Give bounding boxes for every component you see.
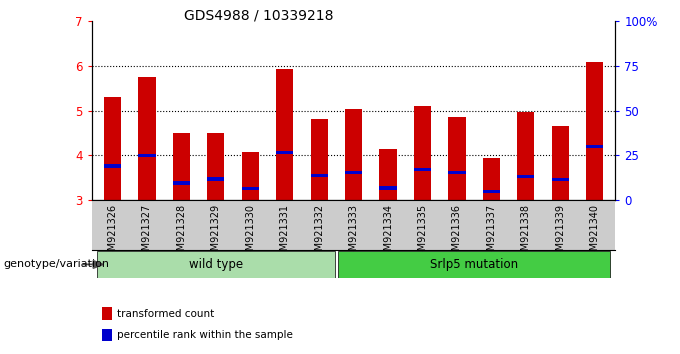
- Bar: [448, 171, 466, 174]
- Bar: [379, 186, 396, 189]
- Text: GSM921328: GSM921328: [176, 204, 186, 263]
- Bar: [102, 307, 112, 320]
- Bar: [173, 133, 190, 200]
- FancyArrow shape: [83, 261, 103, 268]
- Text: GSM921330: GSM921330: [245, 204, 255, 263]
- Bar: [241, 152, 259, 200]
- Bar: [448, 117, 466, 200]
- Text: GSM921327: GSM921327: [142, 204, 152, 263]
- Text: GSM921326: GSM921326: [107, 204, 118, 263]
- Bar: [173, 182, 190, 184]
- Bar: [586, 62, 603, 200]
- Bar: [276, 69, 293, 200]
- Bar: [551, 178, 569, 181]
- Bar: [345, 109, 362, 200]
- Bar: [338, 251, 610, 278]
- Bar: [241, 187, 259, 190]
- Bar: [414, 106, 431, 200]
- Bar: [207, 177, 224, 181]
- Text: GSM921337: GSM921337: [486, 204, 496, 263]
- Bar: [586, 145, 603, 148]
- Bar: [345, 171, 362, 174]
- Text: genotype/variation: genotype/variation: [3, 259, 109, 269]
- Text: GSM921340: GSM921340: [590, 204, 600, 263]
- Text: GSM921336: GSM921336: [452, 204, 462, 263]
- Bar: [311, 174, 328, 177]
- Bar: [414, 168, 431, 171]
- Bar: [517, 112, 534, 200]
- Text: Srlp5 mutation: Srlp5 mutation: [430, 258, 518, 271]
- Bar: [97, 251, 335, 278]
- Text: percentile rank within the sample: percentile rank within the sample: [117, 330, 293, 340]
- Bar: [551, 126, 569, 200]
- Bar: [104, 97, 121, 200]
- Bar: [138, 154, 156, 157]
- Text: GDS4988 / 10339218: GDS4988 / 10339218: [184, 9, 333, 23]
- Bar: [104, 165, 121, 167]
- Bar: [379, 149, 396, 200]
- Bar: [311, 119, 328, 200]
- Bar: [483, 159, 500, 200]
- Text: GSM921339: GSM921339: [556, 204, 565, 263]
- Text: GSM921335: GSM921335: [418, 204, 428, 263]
- Bar: [517, 175, 534, 178]
- Bar: [276, 150, 293, 154]
- Bar: [207, 133, 224, 200]
- Text: transformed count: transformed count: [117, 309, 214, 319]
- Text: GSM921338: GSM921338: [521, 204, 531, 263]
- Text: GSM921329: GSM921329: [211, 204, 221, 263]
- Text: GSM921334: GSM921334: [383, 204, 393, 263]
- Text: wild type: wild type: [189, 258, 243, 271]
- Text: GSM921333: GSM921333: [349, 204, 358, 263]
- Bar: [102, 329, 112, 341]
- Text: GSM921331: GSM921331: [279, 204, 290, 263]
- Bar: [483, 189, 500, 193]
- Bar: [138, 77, 156, 200]
- Text: GSM921332: GSM921332: [314, 204, 324, 263]
